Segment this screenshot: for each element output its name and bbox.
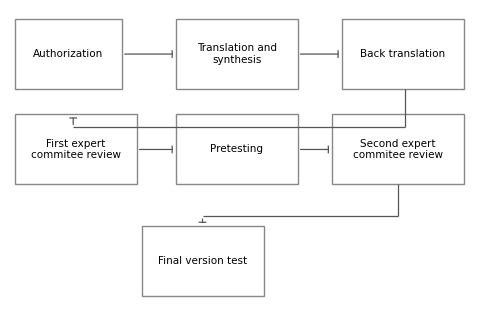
Bar — [332, 114, 464, 184]
Text: Authorization: Authorization — [33, 49, 103, 59]
Text: Translation and
synthesis: Translation and synthesis — [197, 43, 277, 65]
Bar — [176, 19, 298, 89]
Bar — [176, 114, 298, 184]
Text: Back translation: Back translation — [360, 49, 445, 59]
Text: Final version test: Final version test — [158, 256, 247, 266]
Bar — [142, 226, 264, 296]
Bar — [15, 114, 137, 184]
Text: Pretesting: Pretesting — [210, 144, 263, 155]
Text: First expert
commitee review: First expert commitee review — [31, 139, 121, 160]
Bar — [342, 19, 464, 89]
Text: Second expert
commitee review: Second expert commitee review — [353, 139, 443, 160]
Bar — [15, 19, 122, 89]
